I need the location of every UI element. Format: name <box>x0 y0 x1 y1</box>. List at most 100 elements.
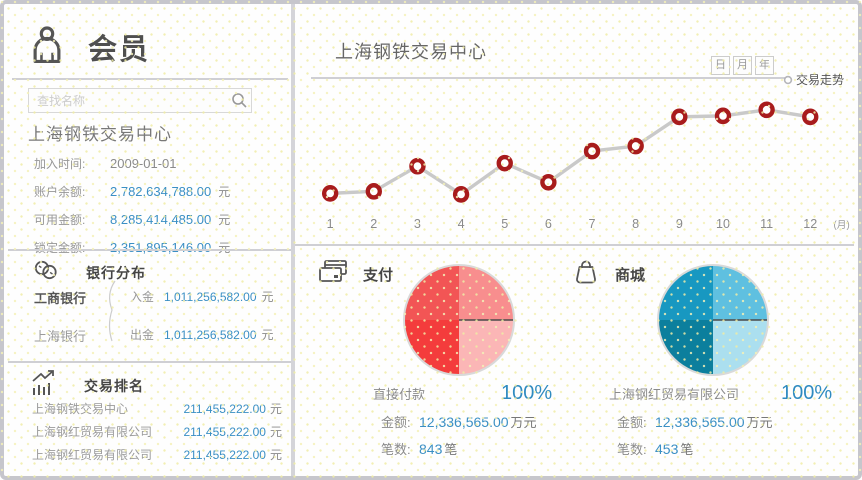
ranking-name: 上海钢红贸易有限公司 <box>32 448 153 462</box>
field-label: 可用金额: <box>34 213 86 227</box>
svg-text:10: 10 <box>716 216 730 231</box>
mall-pie-chart <box>657 264 769 376</box>
mall-legend-name: 上海钢红贸易有限公司 <box>609 387 740 402</box>
field-value: 8,285,414,485.00 <box>110 212 212 227</box>
pies-divider <box>295 244 854 246</box>
field-account-balance: 账户余额: 2,782,634,788.00 元 <box>34 183 274 211</box>
search-input[interactable] <box>28 88 252 113</box>
amount-value: 12,336,565.00 <box>419 414 509 430</box>
field-label: 账户余额: <box>34 185 86 199</box>
bank-name: 工商银行 <box>34 291 87 306</box>
flow-unit: 元 <box>261 290 274 304</box>
field-available-amount: 可用金额: 8,285,414,485.00 元 <box>34 211 274 239</box>
ranking-chart-icon <box>30 370 58 401</box>
sidebar-header-divider <box>12 78 288 80</box>
search-box <box>28 88 252 113</box>
bank-flow-in: 入金 1,011,256,582.00 元 <box>130 288 280 326</box>
amount-label: 金额: <box>617 415 647 430</box>
mall-title: 商城 <box>615 267 646 284</box>
svg-text:9: 9 <box>676 216 683 231</box>
amount-unit: 万元 <box>510 415 537 430</box>
ranking-unit: 元 <box>269 448 282 462</box>
flow-label: 出金 <box>130 328 155 342</box>
svg-text:8: 8 <box>632 216 639 231</box>
svg-text:7: 7 <box>589 216 596 231</box>
bank-flow-out: 出金 1,011,256,582.00 元 <box>130 326 280 364</box>
ranking-unit: 元 <box>269 425 282 439</box>
field-value: 2,782,634,788.00 <box>110 184 212 199</box>
field-value: 2009-01-01 <box>110 156 177 171</box>
payment-section: 支付 直接付款 100% 金额: 12,336,565.00 万元 笔数: 84… <box>313 252 583 472</box>
period-toggle: 日 月 年 <box>711 56 774 75</box>
bank-brace-decoration <box>104 280 118 347</box>
sidebar-header: 会员 <box>28 24 150 69</box>
field-label: 锁定金额: <box>34 241 86 255</box>
field-label: 加入时间: <box>34 157 86 171</box>
field-unit: 元 <box>218 213 231 227</box>
trend-label: 交易走势 <box>796 73 845 87</box>
mall-header: 商城 <box>571 258 645 291</box>
period-month-button[interactable]: 月 <box>733 56 752 75</box>
period-year-button[interactable]: 年 <box>755 56 774 75</box>
bank-name: 上海银行 <box>34 329 87 344</box>
ranking-row: 上海钢铁交易中心 211,455,222.00 元 <box>32 400 282 423</box>
svg-text:11: 11 <box>760 216 773 231</box>
member-person-icon <box>28 24 66 69</box>
ranking-value: 211,455,222.00 <box>183 448 266 462</box>
ranking-value: 211,455,222.00 <box>183 402 266 416</box>
amount-value: 12,336,565.00 <box>655 414 745 430</box>
ranking-rows: 上海钢铁交易中心 211,455,222.00 元 上海钢红贸易有限公司 211… <box>32 400 282 469</box>
flow-value: 1,011,256,582.00 <box>164 328 257 342</box>
bank-flows: 入金 1,011,256,582.00 元 出金 1,011,256,582.0… <box>130 288 280 364</box>
payment-percent: 100% <box>501 382 553 404</box>
title-rule <box>311 77 786 79</box>
mall-amount-row: 金额: 12,336,565.00 万元 <box>609 412 862 439</box>
payment-legend-name: 直接付款 <box>373 387 426 402</box>
period-day-button[interactable]: 日 <box>711 56 730 75</box>
section-divider <box>8 361 291 363</box>
ranking-name: 上海钢铁交易中心 <box>32 402 129 416</box>
count-unit: 笔 <box>680 442 694 457</box>
field-value: 2,351,895,146.00 <box>110 240 212 255</box>
payment-pie-chart <box>403 264 515 376</box>
amount-label: 金额: <box>381 415 411 430</box>
section-divider <box>8 249 291 251</box>
count-label: 笔数: <box>617 442 647 457</box>
flow-label: 入金 <box>130 290 155 304</box>
flow-value: 1,011,256,582.00 <box>164 290 257 304</box>
bank-section-header: 银行分布 <box>32 258 146 287</box>
mall-count-row: 笔数: 453 笔 <box>609 439 862 466</box>
mall-section: 商城 上海钢红贸易有限公司 100% 金额: 12,336,565.00 万元 … <box>567 252 857 472</box>
mall-percent: 100% <box>781 382 833 404</box>
count-value: 453 <box>655 441 679 457</box>
count-label: 笔数: <box>381 442 411 457</box>
svg-text:1: 1 <box>327 216 334 231</box>
svg-text:4: 4 <box>458 216 465 231</box>
count-unit: 笔 <box>444 442 458 457</box>
ranking-value: 211,455,222.00 <box>183 425 266 439</box>
svg-text:3: 3 <box>414 216 421 231</box>
svg-text:(月): (月) <box>834 219 850 231</box>
payment-cards-icon <box>317 258 349 291</box>
flow-unit: 元 <box>261 328 274 342</box>
svg-text:6: 6 <box>545 216 552 231</box>
payment-header: 支付 <box>317 258 393 291</box>
mall-legend: 上海钢红贸易有限公司 100% 金额: 12,336,565.00 万元 笔数:… <box>609 382 862 466</box>
ranking-row: 上海钢红贸易有限公司 211,455,222.00 元 <box>32 446 282 469</box>
bank-names: 工商银行 上海银行 <box>34 288 104 345</box>
main-panel: 上海钢铁交易中心 日 月 年 交易走势 1 2 3 4 5 6 7 8 9 10 11 12 (月) <box>295 8 854 472</box>
sidebar-title: 会员 <box>88 33 151 66</box>
payment-title: 支付 <box>363 267 394 284</box>
search-icon[interactable] <box>231 92 248 109</box>
ranking-section-header: 交易排名 <box>30 370 144 401</box>
count-value: 843 <box>419 441 443 457</box>
field-join-date: 加入时间: 2009-01-01 <box>34 155 274 183</box>
bank-exchange-icon <box>32 258 60 287</box>
field-unit: 元 <box>218 185 231 199</box>
sidebar: 会员 上海钢铁交易中心 加入时间: 2009-01-01 账户余额: 2,782… <box>8 8 291 472</box>
ranking-unit: 元 <box>269 402 282 416</box>
svg-text:5: 5 <box>501 216 508 231</box>
member-name: 上海钢铁交易中心 <box>28 125 172 144</box>
field-unit: 元 <box>218 241 231 255</box>
